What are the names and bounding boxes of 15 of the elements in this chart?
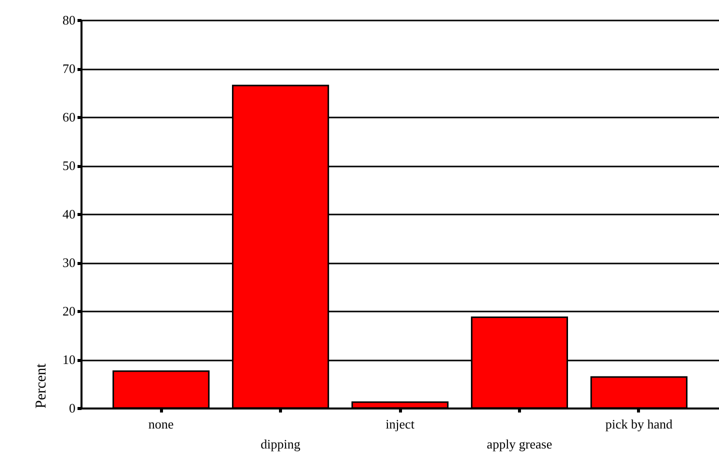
y-tick-label: 0 [69, 400, 76, 416]
x-tick-label: apply grease [486, 436, 552, 452]
y-tick-label: 50 [62, 158, 76, 173]
x-tick-label: inject [386, 416, 415, 432]
x-tick-label: dipping [260, 436, 301, 452]
y-tick-label: 60 [62, 110, 76, 124]
y-tick-label: 20 [62, 304, 76, 318]
y-tick-label: 80 [62, 12, 76, 28]
y-axis-title: Percent [34, 362, 50, 408]
y-tick-label: 30 [62, 255, 76, 270]
x-tick-label: none [148, 416, 174, 432]
x-tick-label: pick by hand [605, 416, 674, 432]
y-tick-label: 70 [62, 61, 76, 76]
y-tick-label: 10 [62, 352, 76, 367]
y-tick-label: 40 [62, 206, 76, 222]
